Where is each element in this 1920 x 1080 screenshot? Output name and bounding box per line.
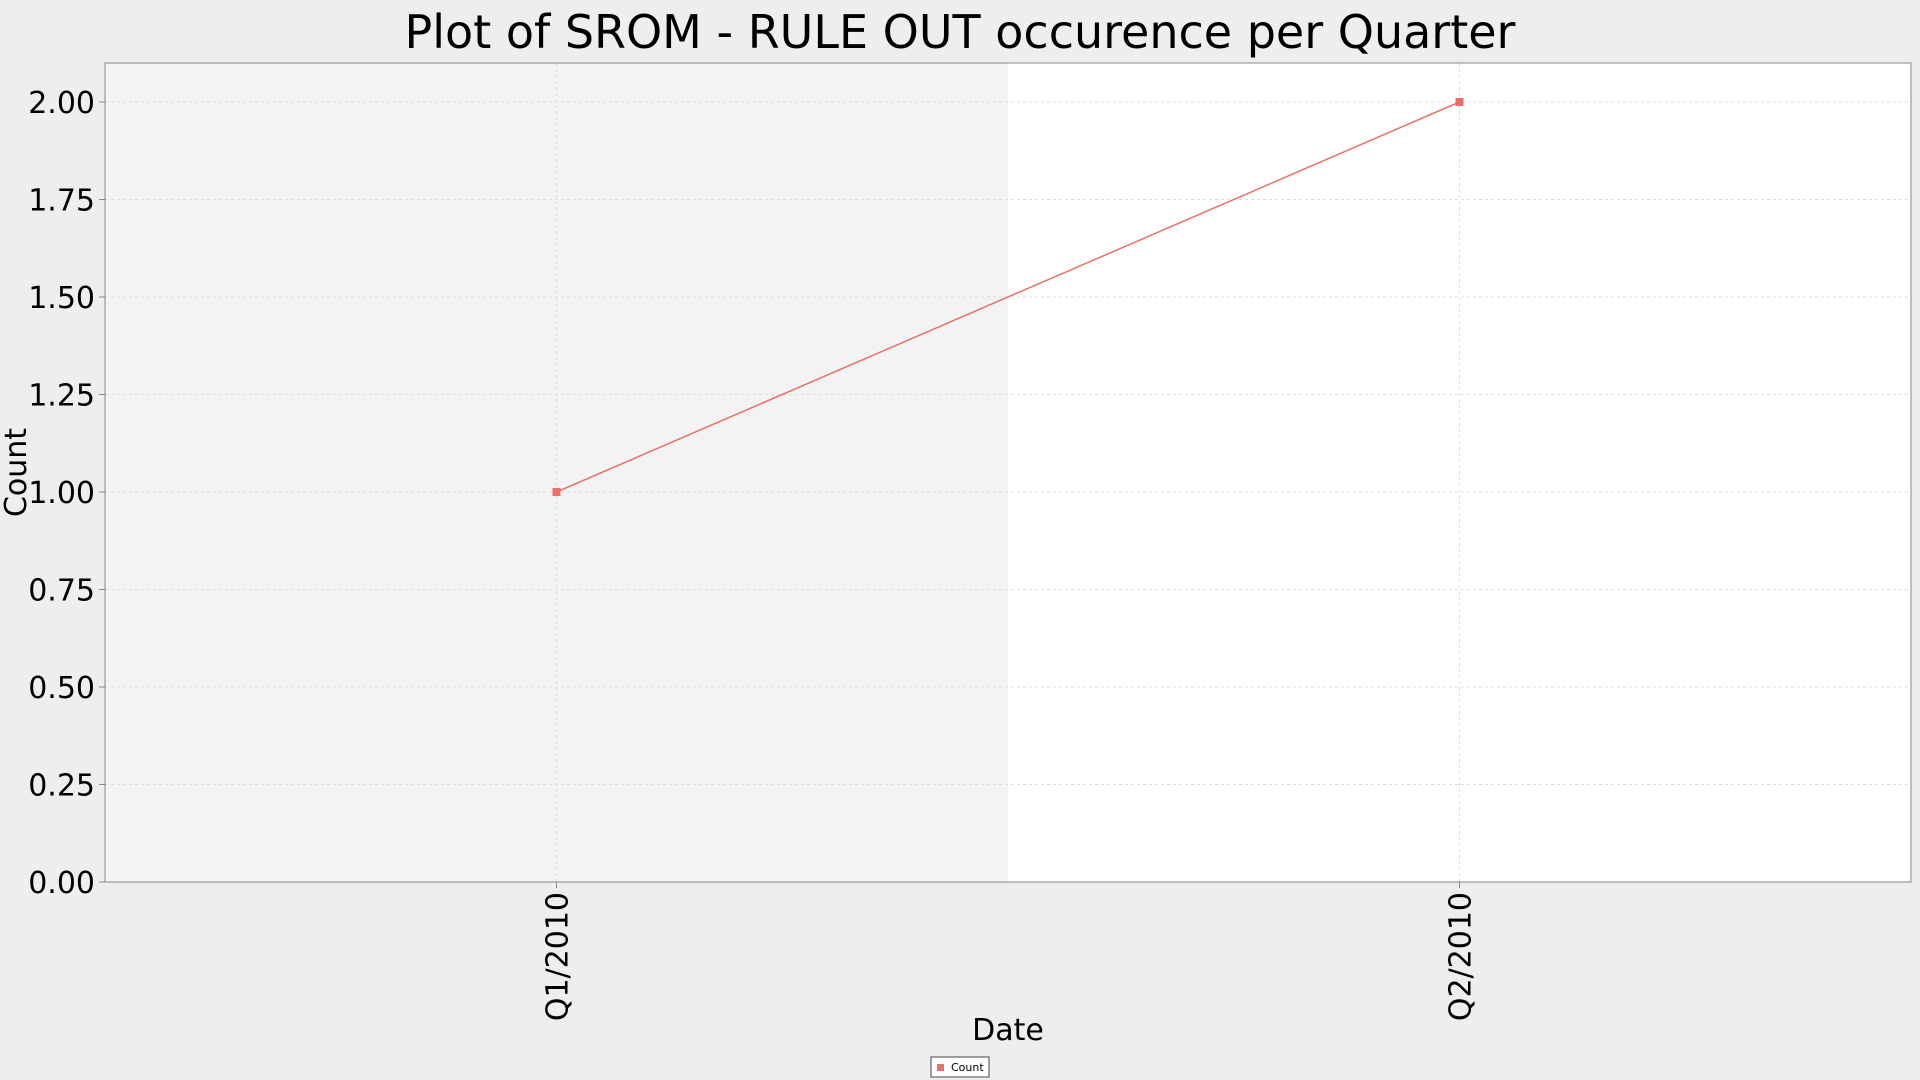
y-tick-label: 1.25 (28, 379, 95, 414)
y-tick-label: 0.50 (28, 671, 95, 706)
y-tick-label: 1.50 (28, 281, 95, 316)
y-axis-label: Count (0, 428, 34, 517)
legend-marker (937, 1064, 944, 1071)
x-axis-ticks: Q1/2010 Q2/2010 (541, 882, 1479, 1021)
y-tick-label: 1.00 (28, 476, 95, 511)
legend-label: Count (951, 1061, 984, 1074)
x-axis-label: Date (972, 1013, 1044, 1048)
data-point (1455, 98, 1464, 106)
series-line (556, 101, 1460, 493)
x-tick-label: Q2/2010 (1444, 892, 1479, 1021)
y-tick-label: 0.00 (28, 866, 95, 901)
plot-area (104, 62, 1912, 883)
legend: Count (930, 1056, 990, 1078)
plot-border (104, 62, 1912, 883)
y-tick-label: 0.75 (28, 574, 95, 609)
y-tick-label: 2.00 (28, 86, 95, 121)
y-axis-ticks: 0.00 0.25 0.50 0.75 1.00 1.25 1.50 1.75 2.00 (28, 86, 105, 901)
y-tick-label: 1.75 (28, 184, 95, 219)
legend-box (930, 1056, 990, 1078)
x-tick-label: Q1/2010 (541, 892, 576, 1021)
chart-title: Plot of SROM - RULE OUT occurence per Qu… (405, 5, 1516, 59)
data-point (552, 488, 561, 496)
series-layer (552, 98, 1464, 496)
y-tick-label: 0.25 (28, 769, 95, 804)
